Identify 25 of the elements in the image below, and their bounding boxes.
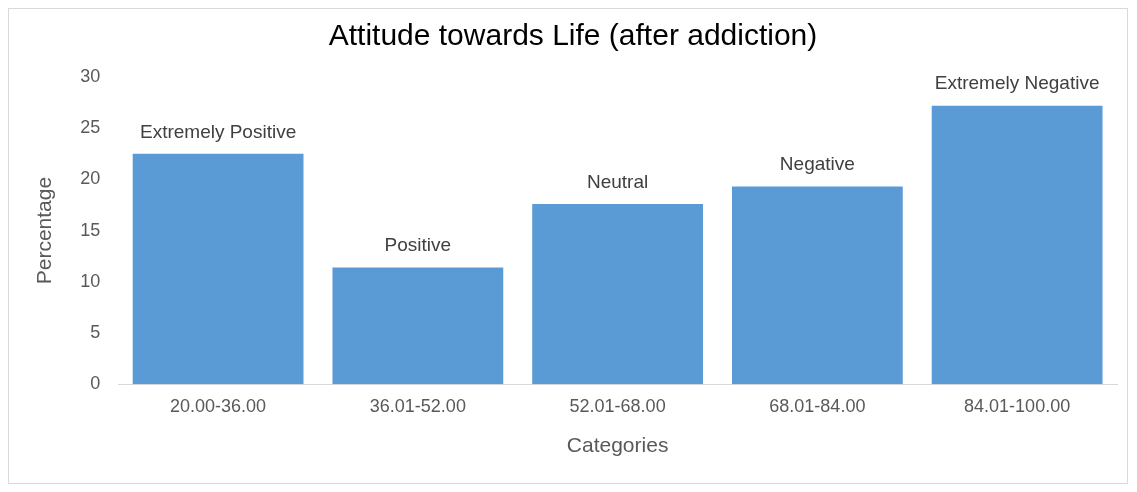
annotation: Negative: [779, 153, 855, 175]
annotation: Neutral: [586, 170, 649, 192]
y-tick-label: 5: [90, 321, 101, 342]
annotation: Extremely Negative: [934, 72, 1100, 94]
y-axis-title: Percentage: [32, 176, 56, 285]
y-tick-label: 25: [80, 117, 101, 138]
x-tick-label: 84.01-100.00: [964, 395, 1071, 416]
annotation: Positive: [384, 234, 452, 256]
annotation: Extremely Positive: [139, 120, 297, 142]
chart-title: Attitude towards Life (after addiction): [328, 18, 818, 52]
bar: [731, 186, 903, 385]
x-tick-label: 52.01-68.00: [569, 395, 666, 416]
y-tick-label: 30: [80, 65, 101, 86]
x-axis-title: Categories: [566, 433, 669, 457]
x-tick-label: 68.01-84.00: [769, 395, 866, 416]
bar: [532, 203, 704, 385]
y-tick-label: 15: [80, 219, 101, 240]
x-tick-label: 20.00-36.00: [170, 395, 267, 416]
y-tick-label: 20: [80, 168, 101, 189]
bar: [931, 105, 1103, 385]
y-tick-label: 10: [80, 270, 101, 291]
bar: [132, 153, 304, 385]
x-tick-label: 36.01-52.00: [369, 395, 466, 416]
bar: [332, 267, 504, 385]
y-tick-label: 0: [90, 373, 101, 394]
